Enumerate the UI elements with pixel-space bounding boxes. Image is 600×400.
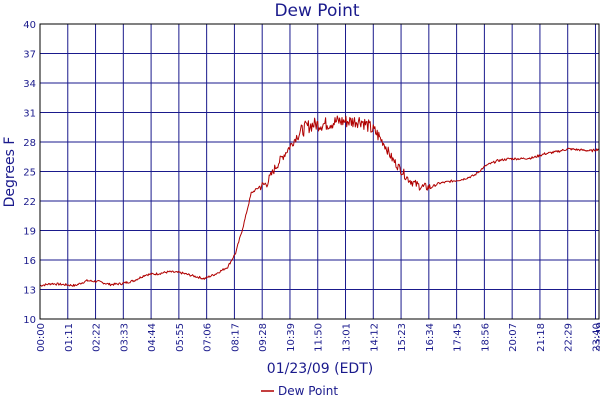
x-tick-label: 03:33 [119, 323, 130, 352]
x-tick-label: 16:34 [425, 323, 436, 352]
x-tick-label: 21:18 [536, 323, 547, 352]
legend-label: Dew Point [278, 384, 338, 398]
x-tick-label: 10:39 [286, 323, 297, 352]
y-tick-label: 40 [23, 20, 36, 31]
y-tick-label: 13 [23, 286, 36, 297]
x-tick-label: 15:23 [397, 323, 408, 352]
x-tick-label: 11:50 [314, 323, 325, 352]
x-tick-label: 23:40 [591, 323, 600, 352]
y-tick-label: 19 [23, 227, 36, 238]
legend: Dew Point [261, 384, 338, 398]
y-tick-label: 25 [23, 168, 36, 179]
x-axis-label: 01/23/09 (EDT) [267, 361, 373, 377]
y-tick-label: 34 [23, 79, 36, 90]
x-tick-label: 04:44 [147, 323, 158, 352]
y-tick-label: 28 [23, 138, 36, 149]
series-lines [39, 115, 600, 287]
x-tick-label: 20:07 [508, 323, 519, 352]
x-tick-label: 07:06 [203, 323, 214, 352]
x-tick-label: 23:49 [595, 322, 600, 351]
y-tick-label: 37 [23, 50, 36, 61]
y-tick-label: 16 [23, 256, 36, 267]
x-tick-label: 13:01 [342, 323, 353, 352]
x-tick-label: 02:22 [92, 323, 103, 352]
x-tick-label: 14:12 [369, 323, 380, 352]
y-tick-label: 22 [23, 197, 36, 208]
x-tick-label: 08:17 [230, 323, 241, 352]
y-tick-label: 31 [23, 109, 36, 120]
chart-title: Dew Point [274, 1, 359, 21]
grid-lines [39, 23, 600, 320]
x-tick-label: 05:55 [175, 323, 186, 352]
x-tick-labels: 00:00 01:11 02:22 03:33 04:44 05:55 07:06 08:17… [36, 322, 600, 352]
dew-point-line [39, 115, 600, 287]
y-axis-label: Degrees F [2, 137, 18, 208]
y-tick-label: 10 [23, 315, 36, 326]
x-tick-label: 17:45 [453, 323, 464, 352]
x-tick-label: 22:29 [564, 323, 575, 352]
plot-frame [39, 23, 600, 320]
x-tick-label: 09:28 [258, 323, 269, 352]
x-tick-label: 18:56 [480, 323, 491, 352]
y-tick-labels: 10 13 16 19 22 25 28 31 34 37 40 [23, 20, 36, 326]
x-tick-label: 00:00 [36, 323, 47, 352]
x-tick-label: 01:11 [64, 323, 75, 352]
